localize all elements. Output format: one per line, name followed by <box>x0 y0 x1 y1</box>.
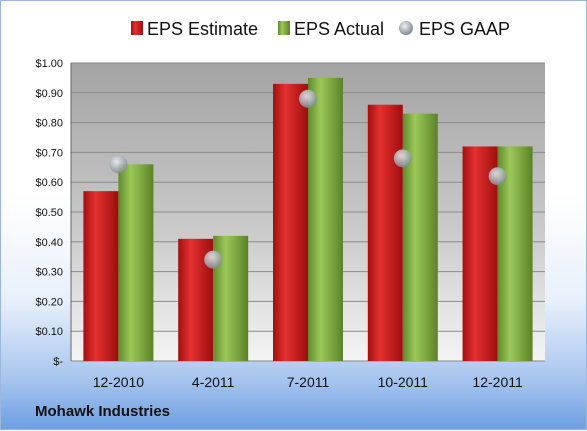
x-tick-label: 7-2011 <box>287 374 330 390</box>
y-tick-label: $0.90 <box>35 88 63 100</box>
bar-eps-actual <box>308 77 343 362</box>
legend: EPS Estimate EPS Actual EPS GAAP <box>131 19 510 39</box>
gaap-markers <box>109 89 507 269</box>
y-tick-label: $0.20 <box>35 296 63 308</box>
legend-label-gaap: EPS GAAP <box>419 19 510 39</box>
marker-eps-gaap <box>488 167 507 186</box>
x-tick-label: 4-2011 <box>192 374 235 390</box>
y-tick-label: $0.70 <box>35 147 63 159</box>
legend-swatch-gaap <box>399 21 413 35</box>
y-tick-label: $0.30 <box>35 267 63 279</box>
legend-label-estimate: EPS Estimate <box>147 19 258 39</box>
marker-eps-gaap <box>204 250 223 269</box>
bars <box>83 77 533 362</box>
bar-eps-estimate <box>367 104 403 361</box>
y-tick-label: $0.10 <box>35 326 63 338</box>
y-tick-label: $1.00 <box>35 58 63 70</box>
x-axis: 12-2010 4-2011 7-2011 10-2011 12-2011 <box>93 374 523 390</box>
x-tick-label: 10-2011 <box>378 374 429 390</box>
y-tick-label: $0.50 <box>35 207 63 219</box>
company-name: Mohawk Industries <box>35 403 170 420</box>
legend-label-actual: EPS Actual <box>294 19 384 39</box>
bar-eps-estimate <box>83 191 119 361</box>
y-tick-label: $0.80 <box>35 118 63 130</box>
legend-swatch-actual <box>278 21 290 35</box>
x-tick-label: 12-2010 <box>93 374 145 390</box>
bar-eps-estimate <box>273 83 308 362</box>
x-tick-label: 12-2011 <box>472 374 523 390</box>
y-tick-label: $- <box>53 356 63 368</box>
y-tick-label: $0.40 <box>35 237 63 249</box>
bar-eps-actual <box>118 164 154 361</box>
marker-eps-gaap <box>299 89 317 108</box>
marker-eps-gaap <box>393 149 412 168</box>
bar-eps-actual <box>402 113 438 361</box>
y-axis: $- $0.10 $0.20 $0.30 $0.40 $0.50 $0.60 $0.70 $0.… <box>35 58 63 368</box>
legend-swatch-estimate <box>131 21 143 35</box>
marker-eps-gaap <box>109 155 128 174</box>
y-tick-label: $0.60 <box>35 177 63 189</box>
